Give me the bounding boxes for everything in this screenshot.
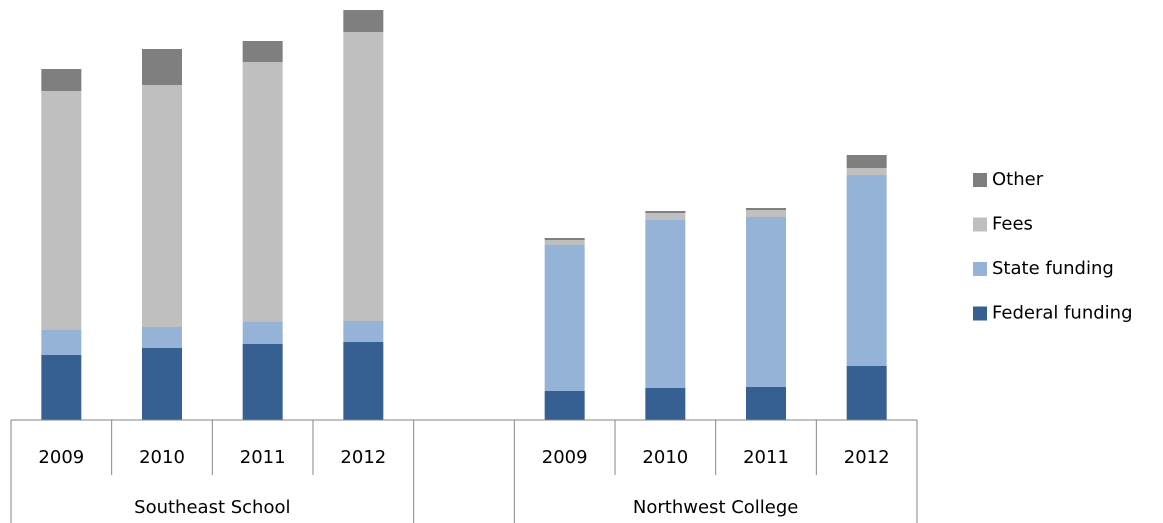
bar-segment [343,32,384,321]
legend-label: Other [992,169,1044,190]
bar-segment [645,211,686,213]
legend-label: Federal funding [992,303,1133,324]
bar-segment [142,348,182,420]
x-tick-label: 2012 [340,447,386,468]
bar-segment [343,10,384,32]
bar-segment [242,344,283,420]
bar-segment [746,210,786,217]
bar-segment [41,69,82,91]
legend-swatch [973,217,987,232]
bar-segment [746,208,786,210]
bar-segment [846,155,887,168]
x-tick-label: 2010 [642,447,688,468]
bar-segment [142,85,182,327]
bar-segment [142,49,182,85]
bar-segment [846,366,887,420]
bar-segment [746,217,786,387]
x-tick-label: 2009 [38,447,84,468]
x-tick-label: 2009 [542,447,588,468]
bar-segment [645,213,686,220]
legend-label: State funding [992,258,1114,279]
x-tick-label: 2011 [240,447,286,468]
bar-segment [343,342,384,420]
bar-segment [544,245,585,391]
bar-segment [242,41,283,62]
bar-segment [645,388,686,420]
bar-segment [41,355,82,420]
legend-label: Fees [992,214,1033,235]
bar-segment [645,220,686,388]
bar-segment [242,322,283,344]
bar-segment [544,238,585,240]
legend-swatch [973,306,987,321]
bar-segment [544,240,585,245]
bar-segment [142,327,182,348]
group-label: Northwest College [633,497,798,518]
bar-segment [41,330,82,355]
bar-segment [242,62,283,322]
bar-segment [846,175,887,366]
bar-segment [544,391,585,420]
group-label: Southeast School [134,497,290,518]
bar-segment [343,321,384,342]
x-tick-label: 2011 [743,447,789,468]
legend-swatch [973,173,987,187]
bar-segment [746,387,786,420]
x-tick-label: 2012 [844,447,890,468]
x-tick-label: 2010 [139,447,185,468]
bar-segment [41,91,82,330]
legend-swatch [973,262,987,276]
bar-segment [846,168,887,175]
